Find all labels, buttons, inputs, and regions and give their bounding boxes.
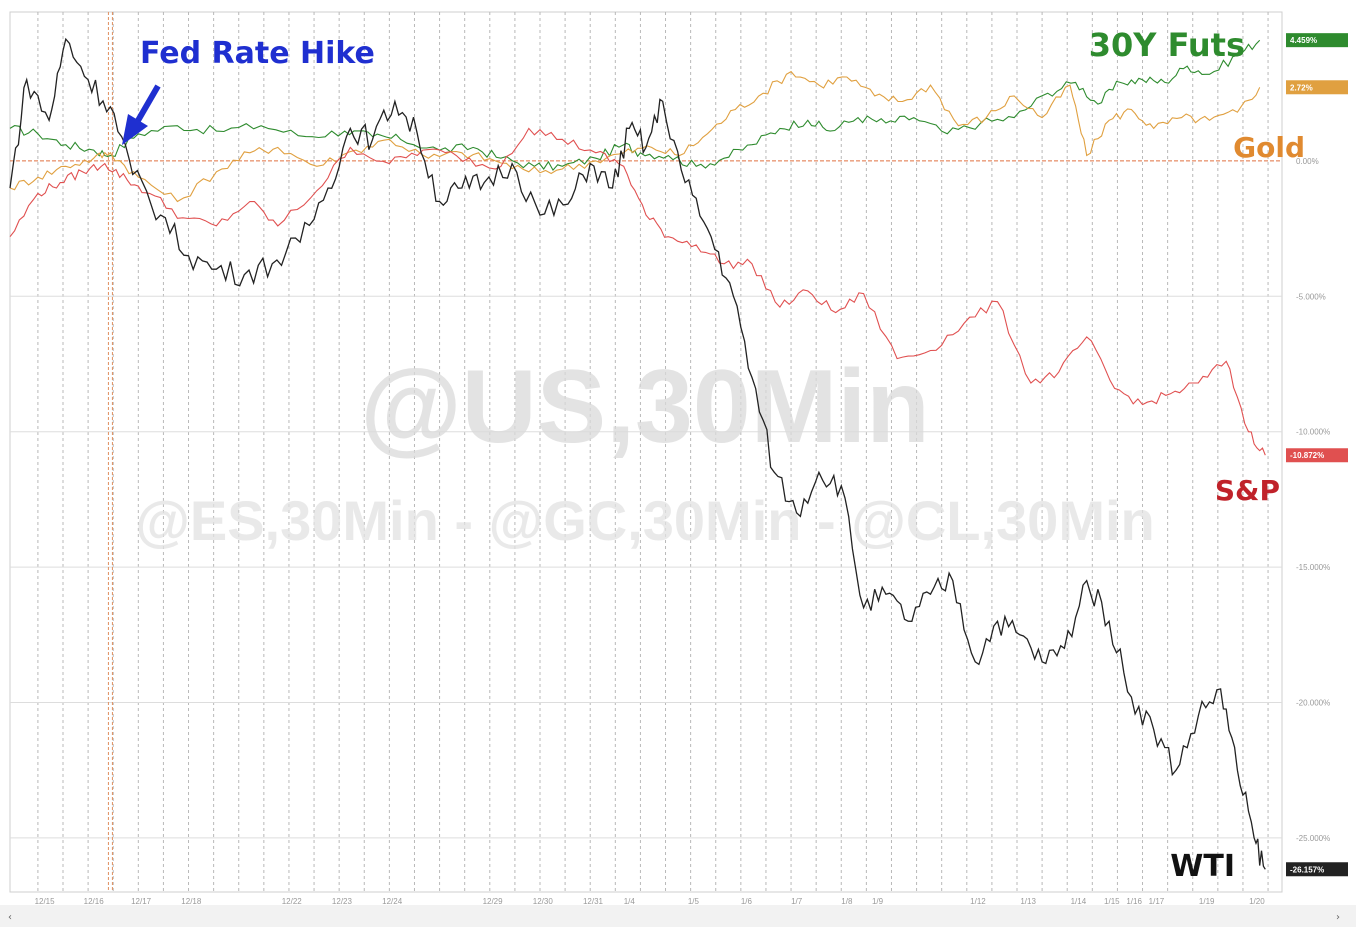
x-tick-label: 1/8 [841,897,853,906]
series-label-30y-futs: 30Y Futs [1089,26,1245,64]
watermark-primary: @US,30Min [360,349,930,465]
x-tick-label: 1/14 [1071,897,1087,906]
series-line-wti [9,37,1266,870]
x-tick-label: 1/6 [741,897,753,906]
x-tick-label: 12/23 [332,897,353,906]
last-value-label: -10.872% [1290,451,1324,460]
last-value-label: -26.157% [1290,865,1324,874]
y-tick-label: -25.000% [1296,834,1330,843]
x-tick-label: 1/9 [872,897,884,906]
series-group [9,37,1266,870]
scroll-right-icon[interactable]: › [1336,912,1340,923]
x-axis: 12/15 12/16 12/17 12/18 12/22 12/23 12/24 12/29… [35,897,1266,906]
series-label-s-p: S&P [1215,474,1280,507]
watermark-group: @US,30Min @ES,30Min - @GC,30Min - @CL,30M… [135,349,1154,552]
annotation-group: Fed Rate Hike [122,36,375,145]
last-value-badge [1286,448,1348,463]
last-value-badge [1286,33,1348,48]
scroll-left-icon[interactable]: ‹ [8,912,12,923]
last-value-badge [1286,862,1348,877]
y-tick-label: -20.000% [1296,698,1330,707]
x-tick-label: 12/24 [382,897,403,906]
x-tick-label: 1/19 [1199,897,1215,906]
x-tick-label: 12/15 [35,897,56,906]
x-tick-label: 12/17 [131,897,152,906]
series-line-s-p [9,127,1266,456]
x-tick-label: 12/18 [181,897,202,906]
x-tick-label: 1/7 [791,897,803,906]
y-tick-label: -10.000% [1296,428,1330,437]
last-value-label: 2.72% [1290,83,1313,92]
x-tick-label: 1/17 [1149,897,1165,906]
scrollbar-track [0,905,1356,927]
annotation-text: Fed Rate Hike [140,36,375,71]
x-tick-label: 1/4 [624,897,636,906]
x-tick-label: 1/20 [1249,897,1265,906]
x-tick-label: 1/12 [970,897,986,906]
annotation-arrow-icon [122,114,148,145]
annotation-arrow-shaft [133,84,161,126]
x-tick-label: 1/15 [1104,897,1120,906]
series-label-wti: WTI [1170,849,1235,884]
last-value-badge [1286,80,1348,95]
x-tick-label: 12/30 [533,897,554,906]
series-labels: 30Y Futs Gold S&P WTI [1089,26,1305,884]
watermark-secondary: @ES,30Min - @GC,30Min - @CL,30Min [135,489,1154,552]
x-tick-label: 12/22 [282,897,303,906]
x-tick-label: 1/5 [688,897,700,906]
x-tick-label: 12/29 [483,897,504,906]
y-tick-label: -5.000% [1296,292,1326,301]
y-tick-label: 0.00% [1296,157,1319,166]
series-line-30y-futs [9,39,1261,172]
last-value-label: 4.459% [1290,36,1317,45]
x-tick-label: 12/31 [583,897,604,906]
plot-area [9,11,1283,893]
x-tick-label: 1/16 [1126,897,1142,906]
series-label-gold: Gold [1233,131,1305,164]
x-tick-label: 1/13 [1020,897,1036,906]
x-tick-label: 12/16 [84,897,105,906]
grid [10,12,1282,892]
series-line-gold [9,70,1261,203]
y-axis: 0.00% -5.000% -10.000% -15.000% -20.000% -25.… [1286,33,1348,877]
y-tick-label: -15.000% [1296,563,1330,572]
